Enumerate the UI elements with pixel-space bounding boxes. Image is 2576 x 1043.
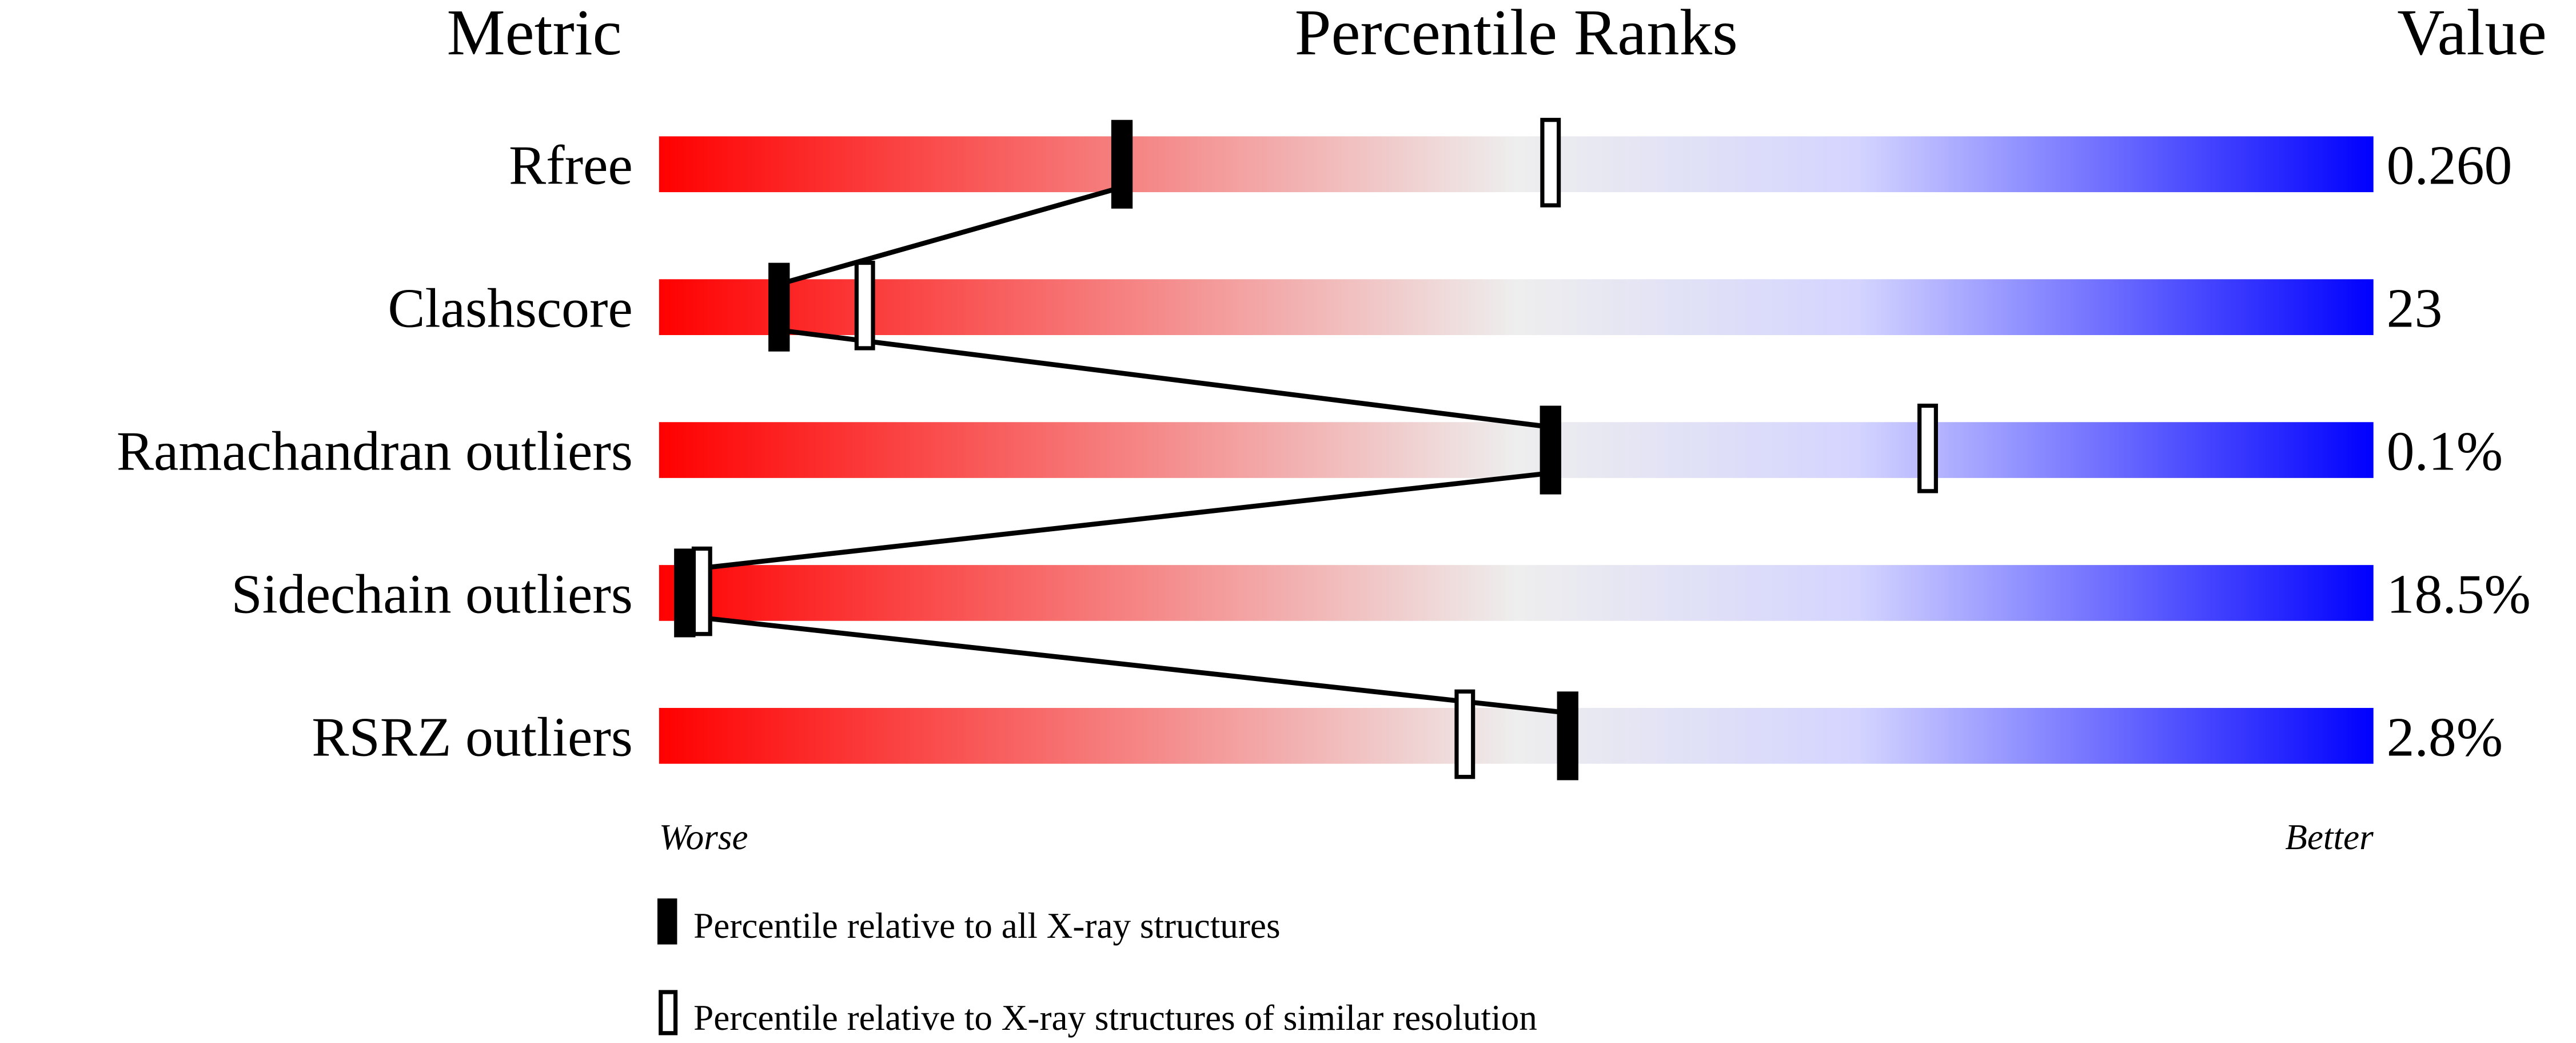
marker-all-structures — [674, 548, 696, 638]
legend-filled-label: Percentile relative to all X-ray structu… — [693, 906, 1280, 946]
marker-similar-resolution — [1540, 118, 1561, 208]
metric-label: Ramachandran outliers — [117, 421, 633, 483]
legend-open-label: Percentile relative to X-ray structures … — [693, 998, 1537, 1038]
header-percentile-ranks: Percentile Ranks — [1295, 0, 1738, 69]
metric-value: 23 — [2387, 278, 2443, 340]
legend-filled-marker — [657, 898, 677, 945]
percentile-bar — [659, 279, 2374, 335]
axis-worse-label: Worse — [659, 817, 748, 857]
marker-all-structures — [1111, 120, 1133, 209]
metric-label: RSRZ outliers — [312, 706, 633, 768]
percentile-bar — [659, 422, 2374, 478]
metric-label: Rfree — [509, 135, 633, 197]
marker-similar-resolution — [1917, 403, 1938, 493]
header-value: Value — [2397, 0, 2547, 69]
marker-similar-resolution — [854, 261, 875, 351]
metric-value: 0.1% — [2387, 421, 2503, 483]
metric-value: 0.260 — [2387, 135, 2513, 197]
marker-all-structures — [1557, 691, 1578, 781]
marker-all-structures — [1540, 405, 1561, 495]
axis-better-label: Better — [2285, 817, 2374, 857]
metric-label: Sidechain outliers — [231, 563, 632, 625]
percentile-bar — [659, 708, 2374, 764]
legend-open-marker — [659, 990, 678, 1036]
metric-value: 18.5% — [2387, 563, 2531, 625]
metric-label: Clashscore — [388, 278, 633, 340]
metric-value: 2.8% — [2387, 706, 2503, 768]
marker-similar-resolution — [691, 546, 712, 636]
percentile-bar — [659, 565, 2374, 621]
marker-similar-resolution — [1454, 689, 1476, 779]
marker-all-structures — [768, 262, 790, 352]
percentile-bar — [659, 136, 2374, 193]
header-metric: Metric — [446, 0, 621, 69]
